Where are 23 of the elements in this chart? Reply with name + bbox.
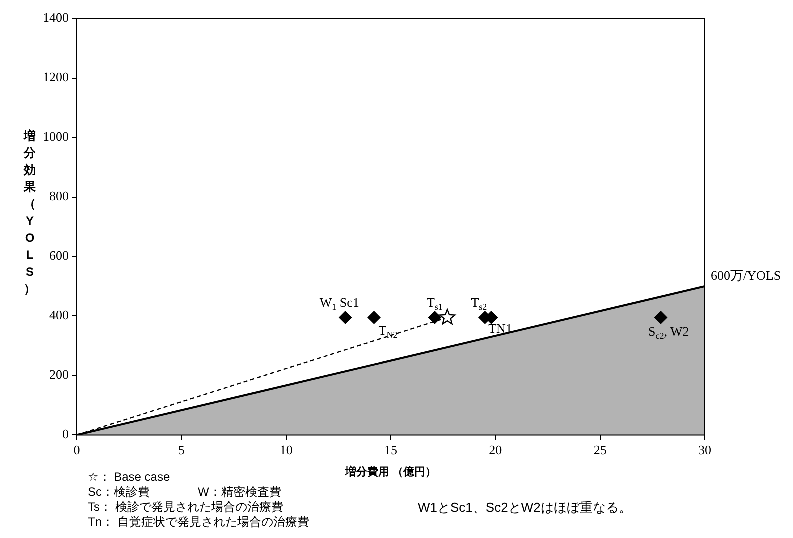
annotation: 600万/YOLS <box>711 268 782 283</box>
y-tick-label: 1400 <box>43 10 69 26</box>
x-tick-label: 5 <box>178 442 185 458</box>
y-tick-label: 400 <box>50 308 69 323</box>
text: Ts： 検診で発見された場合の治療費 <box>88 500 284 515</box>
text: ☆： Base case <box>88 470 172 485</box>
y-tick-label: 1000 <box>43 129 69 144</box>
x-tick-label: 25 <box>594 442 607 458</box>
x-tick-label: 10 <box>280 442 293 458</box>
x-tick-label: 15 <box>384 442 398 458</box>
y-tick-label: 1200 <box>43 70 69 85</box>
text: 増分効果（YOLS） <box>24 129 36 296</box>
text: Sc：検診費 W：精密検査費 <box>88 485 282 500</box>
x-tick-label: 30 <box>698 442 712 458</box>
y-tick-label: 200 <box>50 367 69 382</box>
x-tick-label: 20 <box>489 442 502 458</box>
y-tick-label: 0 <box>62 426 69 442</box>
y-tick-label: 600 <box>50 248 69 264</box>
text: Tn： 自覚症状で発見された場合の治療費 <box>88 515 310 530</box>
x-axis-title: 増分費用 （億円） <box>344 465 437 478</box>
y-tick-label: 800 <box>50 188 69 204</box>
text: W1とSc1、Sc2とW2はほぼ重なる。 <box>418 499 632 517</box>
x-tick-label: 0 <box>74 442 80 458</box>
